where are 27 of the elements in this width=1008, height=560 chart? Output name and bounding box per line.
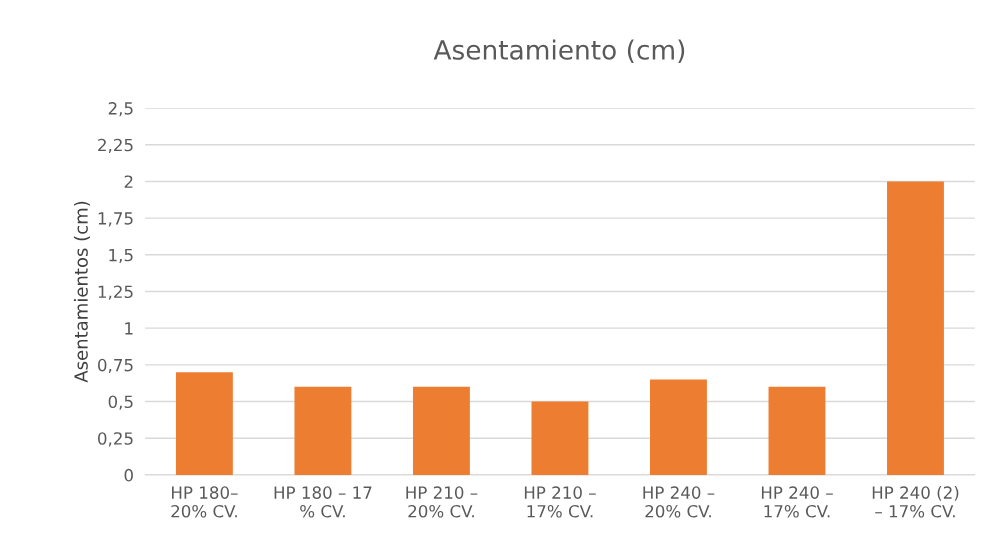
- y-tick-label: 1: [125, 322, 133, 335]
- y-tick-label: 0,75: [98, 358, 133, 374]
- bar: [412, 386, 470, 475]
- y-tick-label: 1,25: [98, 285, 133, 300]
- bar: [531, 401, 589, 475]
- bar: [650, 379, 707, 475]
- y-tick-label: 2: [124, 175, 133, 188]
- bar: [294, 386, 352, 475]
- x-tick-label: HP 210 – 17% CV.: [524, 486, 596, 518]
- bar: [887, 181, 944, 475]
- x-tick-label: HP 210 – 20% CV.: [406, 486, 478, 518]
- y-tick-label: 0: [124, 468, 133, 482]
- y-tick-label: 2,5: [108, 102, 133, 117]
- y-tick-label: 0,25: [98, 432, 133, 447]
- bar: [768, 386, 826, 475]
- x-tick-label: HP 240 (2) – 17% CV.: [872, 486, 959, 518]
- bar: [175, 372, 233, 475]
- y-axis-title: Asentamientos (cm): [73, 201, 90, 383]
- x-tick-label: HP 180– 20% CV.: [171, 486, 238, 518]
- chart-title: Asentamiento (cm): [433, 39, 685, 63]
- y-tick-label: 0,5: [108, 395, 133, 410]
- x-tick-label: HP 240 – 20% CV.: [643, 486, 715, 518]
- x-tick-label: HP 180 – 17 % CV.: [274, 486, 372, 518]
- y-tick-label: 1,5: [109, 248, 133, 264]
- y-tick-label: 2,25: [98, 138, 133, 154]
- y-tick-label: 1,75: [98, 212, 133, 227]
- x-tick-label: HP 240 – 17% CV.: [761, 486, 833, 518]
